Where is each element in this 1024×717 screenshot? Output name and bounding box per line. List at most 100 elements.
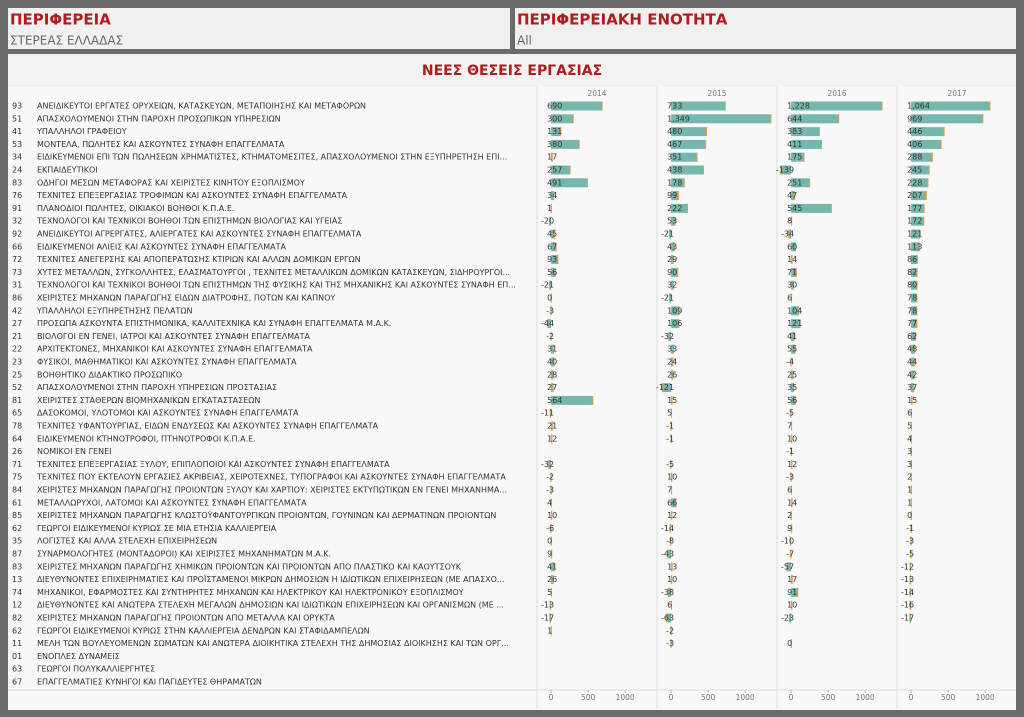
data-label: -3 — [546, 486, 554, 495]
data-label: 15 — [667, 396, 677, 405]
filter-label: ΠΕΡΙΦΕΡΕΙΑ — [10, 11, 111, 29]
data-label: 44 — [907, 358, 917, 367]
row-label: ΕΚΠΑΙΔΕΥΤΙΚΟΙ — [37, 166, 98, 175]
row-code: 74 — [12, 588, 22, 597]
bar — [671, 267, 678, 277]
row-code: 11 — [12, 639, 22, 648]
row-label: ΦΥΣΙΚΟΙ, ΜΑΘΗΜΑΤΙΚΟΙ ΚΑΙ ΑΣΚΟΥΝΤΕΣ ΣΥΝΑΦ… — [37, 358, 297, 367]
row-label: ΔΙΕΥΘΥΝΟΝΤΕΣ ΕΠΙΧΕΙΡΗΜΑΤΙΕΣ ΚΑΙ ΠΡΟΪΣΤΑΜ… — [37, 574, 505, 584]
bar — [911, 267, 918, 277]
data-label: 257 — [547, 166, 562, 175]
bar — [671, 357, 673, 367]
data-label: 10 — [667, 575, 677, 584]
data-label: 1 — [547, 204, 552, 213]
bar — [911, 216, 924, 226]
data-label: 47 — [787, 191, 797, 200]
chart-title: ΝΕΕΣ ΘΕΣΕΙΣ ΕΡΓΑΣΙΑΣ — [422, 63, 602, 79]
data-label: -139 — [776, 166, 794, 175]
row-code: 34 — [12, 153, 22, 162]
data-label: 77 — [907, 319, 917, 328]
row-code: 92 — [12, 230, 22, 239]
row-label: ΤΕΧΝΙΤΕΣ ΕΠΕΞΕΡΓΑΣΙΑΣ ΤΡΟΦΙΜΩΝ ΚΑΙ ΑΣΚΟΥ… — [36, 191, 348, 200]
row-label: ΤΕΧΝΟΛΟΓΟΙ ΚΑΙ ΤΕΧΝΙΚΟΙ ΒΟΗΘΟΙ ΤΩΝ ΕΠΙΣΤ… — [36, 281, 516, 290]
bar — [551, 562, 555, 572]
data-label: -8 — [666, 537, 674, 546]
filter-box[interactable] — [8, 8, 510, 49]
data-label: -17 — [541, 614, 554, 623]
filter-box[interactable] — [515, 8, 1016, 49]
x-tick-label: 500 — [821, 693, 836, 702]
data-label: 8 — [787, 217, 792, 226]
bar — [780, 165, 792, 175]
bar — [911, 255, 918, 265]
data-label: 380 — [547, 140, 562, 149]
data-label: 0 — [547, 537, 552, 546]
bar — [909, 613, 912, 623]
data-label: 12 — [787, 460, 797, 469]
data-label: 3 — [907, 460, 912, 469]
data-label: 6 — [907, 409, 912, 418]
row-code: 91 — [12, 204, 22, 213]
row-code: 84 — [12, 486, 22, 495]
data-label: -14 — [901, 588, 914, 597]
data-label: 17 — [547, 153, 557, 162]
bar — [911, 280, 917, 290]
data-label: 71 — [787, 268, 797, 277]
data-label: 288 — [907, 153, 922, 162]
bar — [551, 178, 588, 188]
data-label: -3 — [906, 537, 914, 546]
data-label: 446 — [907, 127, 922, 136]
data-label: -3 — [786, 473, 794, 482]
bar — [791, 575, 793, 585]
bar — [671, 344, 674, 354]
row-label: ΧΕΙΡΙΣΤΕΣ ΜΗΧΑΝΩΝ ΠΑΡΑΓΩΓΗΣ ΕΙΔΩΝ ΔΙΑΤΡΟ… — [37, 294, 335, 303]
row-code: 76 — [12, 191, 22, 200]
row-label: ΤΕΧΝΟΛΟΓΟΙ ΚΑΙ ΤΕΧΝΙΚΟΙ ΒΟΗΘΟΙ ΤΩΝ ΕΠΙΣΤ… — [36, 217, 342, 226]
data-label: -5 — [666, 460, 674, 469]
bar — [911, 293, 917, 303]
data-label: 411 — [787, 140, 802, 149]
data-label: 24 — [667, 358, 677, 367]
data-label: 1 — [547, 626, 552, 635]
data-label: 5 — [907, 422, 912, 431]
row-label: ΓΕΩΡΓΟΙ ΕΙΔΙΚΕΥΜΕΝΟΙ ΚΥΡΙΩΣ ΣΕ ΜΙΑ ΕΤΗΣΙ… — [37, 524, 277, 533]
bar — [791, 255, 793, 265]
data-label: 91 — [787, 588, 797, 597]
row-code: 71 — [12, 460, 22, 469]
data-label: 12 — [667, 511, 677, 520]
filter-value[interactable]: All — [517, 34, 532, 48]
bar — [671, 498, 676, 508]
row-label: ΕΙΔΙΚΕΥΜΕΝΟΙ ΕΠΙ ΤΩΝ ΠΩΛΗΣΕΩΝ ΧΡΗΜΑΤΙΣΤΕ… — [37, 153, 507, 162]
bar — [911, 114, 983, 124]
data-label: 66 — [667, 498, 677, 507]
bar — [911, 357, 915, 367]
row-code: 21 — [12, 332, 22, 341]
row-code: 78 — [12, 422, 22, 431]
row-code: 75 — [12, 473, 22, 482]
data-label: 37 — [907, 383, 917, 392]
bar — [911, 152, 933, 162]
data-label: 1 — [907, 486, 912, 495]
data-label: 351 — [667, 153, 682, 162]
row-code: 87 — [12, 550, 22, 559]
data-label: 62 — [907, 332, 917, 341]
bar — [551, 395, 593, 405]
bar — [791, 306, 799, 316]
bar — [671, 395, 673, 405]
row-code: 65 — [12, 409, 22, 418]
data-label: 300 — [547, 114, 562, 123]
filter-value[interactable]: ΣΤΕΡΕΑΣ ΕΛΛΑΔΑΣ — [10, 34, 123, 48]
data-label: 6 — [667, 601, 672, 610]
bar — [549, 216, 552, 226]
data-label: -4 — [786, 358, 794, 367]
x-tick-label: 0 — [789, 693, 794, 702]
data-label: 5 — [547, 588, 552, 597]
row-label: ΜΗΧΑΝΙΚΟΙ, ΕΦΑΡΜΟΣΤΕΣ ΚΑΙ ΣΥΝΤΗΡΗΤΕΣ ΜΗΧ… — [37, 588, 464, 597]
bar — [911, 383, 914, 393]
data-label: 131 — [547, 127, 562, 136]
row-code: 13 — [12, 575, 22, 584]
data-label: -63 — [661, 614, 674, 623]
data-label: -21 — [661, 294, 674, 303]
row-label: ΧΕΙΡΙΣΤΕΣ ΜΗΧΑΝΩΝ ΠΑΡΑΓΩΓΗΣ ΧΗΜΙΚΩΝ ΠΡΟΙ… — [37, 562, 462, 571]
row-code: 41 — [12, 127, 22, 136]
